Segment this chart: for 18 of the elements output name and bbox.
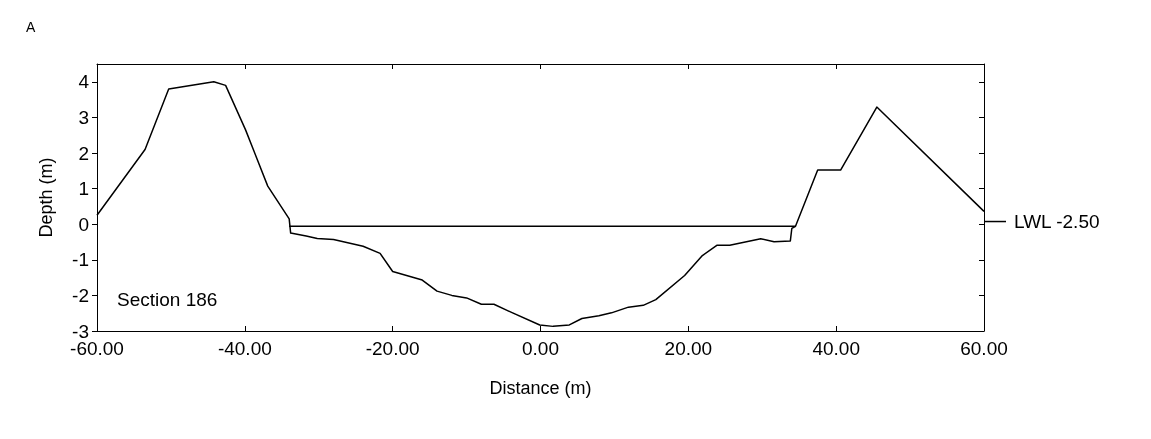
x-tick-label: 0.00 — [522, 338, 559, 359]
x-tick-label: 40.00 — [812, 338, 860, 359]
annotation: Section 186 — [117, 289, 218, 310]
y-tick-label: -2 — [72, 284, 89, 306]
y-tick-label: 2 — [78, 142, 89, 164]
x-tick-label: 20.00 — [664, 338, 713, 359]
y-tick-label: 3 — [78, 106, 89, 128]
y-tick-label: 4 — [78, 71, 90, 93]
x-tick-label: 60.00 — [960, 338, 1008, 359]
y-tick-label: -1 — [72, 249, 89, 271]
y-axis-title: Depth (m) — [36, 157, 56, 238]
x-tick-label: -20.00 — [365, 338, 420, 359]
text: A — [26, 19, 36, 35]
x-axis-title: Distance (m) — [489, 378, 592, 398]
y-tick-label: 1 — [78, 178, 89, 200]
text: LWL -2.50 — [1014, 211, 1100, 233]
y-tick-label: 0 — [78, 213, 89, 235]
x-tick-label: -40.00 — [217, 338, 272, 359]
